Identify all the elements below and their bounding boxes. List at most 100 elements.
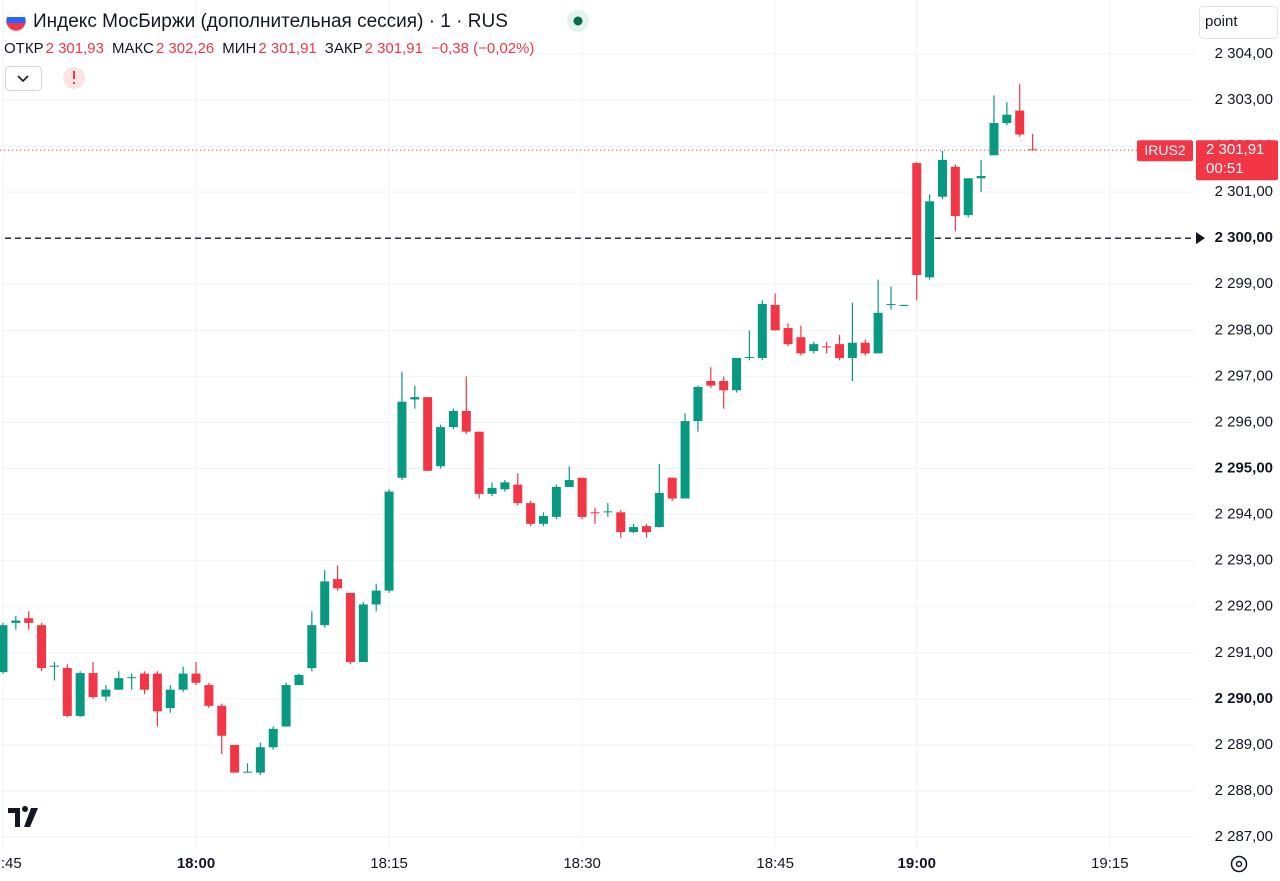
- candle-body: [654, 492, 664, 528]
- legend-value: 2 301,91: [365, 40, 423, 57]
- candle-body: [963, 178, 973, 216]
- candle-body: [616, 512, 626, 533]
- candle-body: [860, 342, 870, 354]
- candle-body: [526, 503, 536, 524]
- candle-body: [950, 166, 960, 217]
- y-tick-label: 2 287,00: [1215, 828, 1273, 845]
- y-tick-label: 2 296,00: [1215, 413, 1273, 430]
- y-tick-label: 2 303,00: [1215, 91, 1273, 108]
- candle-body: [937, 159, 947, 197]
- legend-key: МАКС: [112, 40, 154, 57]
- candle-body: [62, 668, 72, 716]
- candle-body: [127, 677, 137, 679]
- scale-button[interactable]: [1199, 6, 1278, 39]
- y-tick-label: 2 298,00: [1215, 321, 1273, 338]
- candle-body: [423, 397, 433, 471]
- candle-body: [1015, 110, 1025, 135]
- candle-body: [989, 123, 999, 156]
- candle-body: [551, 486, 561, 517]
- candle-body: [899, 304, 909, 306]
- candle-body: [358, 604, 368, 663]
- legend-value: 2 301,91: [258, 40, 316, 57]
- candle-body: [178, 673, 188, 690]
- x-tick-label: 18:30: [563, 855, 601, 872]
- candle-body: [822, 346, 832, 348]
- header: Индекс МосБиржи (дополнительная сессия) …: [4, 10, 589, 91]
- x-tick-label: 19:00: [898, 855, 936, 872]
- ohlc-legend: ОТКР 2 301,93 МАКС 2 302,26 МИН 2 301,91 ЗАКР 2…: [4, 40, 534, 57]
- candle-body: [925, 201, 935, 278]
- y-tick-label: 2 294,00: [1215, 506, 1273, 523]
- candle-body: [345, 592, 355, 663]
- legend-value: 2 301,93: [46, 40, 104, 57]
- candle-body: [191, 673, 201, 683]
- candle-body: [835, 344, 845, 358]
- candle-body: [281, 685, 291, 727]
- last-price-label: 2 301,91: [1206, 141, 1264, 158]
- candle-body: [140, 673, 150, 690]
- candle-body: [11, 620, 21, 623]
- candle-body: [513, 484, 523, 504]
- settings-icon[interactable]: [1230, 855, 1248, 873]
- y-tick-label: 2 290,00: [1215, 690, 1273, 707]
- candle-body: [204, 685, 214, 706]
- candle-body: [152, 673, 162, 712]
- candle-body: [1002, 114, 1012, 124]
- candle-body: [796, 337, 806, 354]
- status-dot: [573, 16, 583, 26]
- candle-body: [770, 304, 780, 331]
- candle-body: [641, 526, 651, 533]
- candle-body: [0, 625, 8, 673]
- candle-body: [744, 357, 754, 359]
- candle-body: [603, 511, 613, 513]
- y-tick-label: 2 289,00: [1215, 736, 1273, 753]
- last-price-box: [1196, 140, 1278, 181]
- candle-body: [397, 401, 407, 478]
- y-tick-label: 2 299,00: [1215, 275, 1273, 292]
- countdown-label: 00:51: [1206, 160, 1244, 177]
- chart-title: Индекс МосБиржи (дополнительная сессия) …: [33, 11, 508, 32]
- candle-body: [255, 747, 265, 773]
- x-tick-label: 19:15: [1091, 855, 1129, 872]
- candle-body: [732, 357, 742, 391]
- candle-body: [667, 477, 677, 499]
- candle-body: [461, 410, 471, 432]
- collapse-button[interactable]: [5, 66, 42, 91]
- tv-logo[interactable]: [8, 806, 38, 827]
- candle-body: [680, 421, 690, 499]
- candle-body: [436, 427, 446, 467]
- candle-body: [590, 512, 600, 514]
- candle-body: [564, 480, 574, 487]
- marks: [0, 83, 1205, 775]
- legend-key: ОТКР: [4, 40, 44, 57]
- horizontal-line-arrow: [1196, 232, 1205, 245]
- x-tick-label: 18:00: [177, 855, 215, 872]
- y-tick-label: 2 297,00: [1215, 367, 1273, 384]
- candle-body: [783, 328, 793, 345]
- candle-body: [706, 381, 716, 386]
- candle-body: [242, 771, 252, 773]
- candle-body: [873, 312, 883, 354]
- candle-body: [847, 342, 857, 358]
- candle-body: [912, 163, 922, 276]
- flag-icon: [6, 11, 26, 31]
- candle-body: [976, 175, 986, 179]
- y-tick-label: 2 295,00: [1215, 460, 1273, 477]
- y-tick-label: 2 304,00: [1215, 45, 1273, 62]
- x-tick-label: 18:45: [756, 855, 794, 872]
- candle-body: [474, 431, 484, 494]
- candle-body: [500, 482, 510, 490]
- legend-value: 2 302,26: [156, 40, 214, 57]
- y-tick-label: 2 301,00: [1215, 183, 1273, 200]
- candle-body: [577, 477, 587, 517]
- candle-body: [49, 665, 59, 667]
- symbol-label-box: [1137, 140, 1193, 162]
- candle-body: [384, 491, 394, 591]
- candle-body: [410, 397, 420, 400]
- candle-body: [320, 581, 330, 626]
- candle-body: [693, 386, 703, 422]
- candle-body: [88, 673, 98, 698]
- x-tick-label: 17:45: [0, 855, 22, 872]
